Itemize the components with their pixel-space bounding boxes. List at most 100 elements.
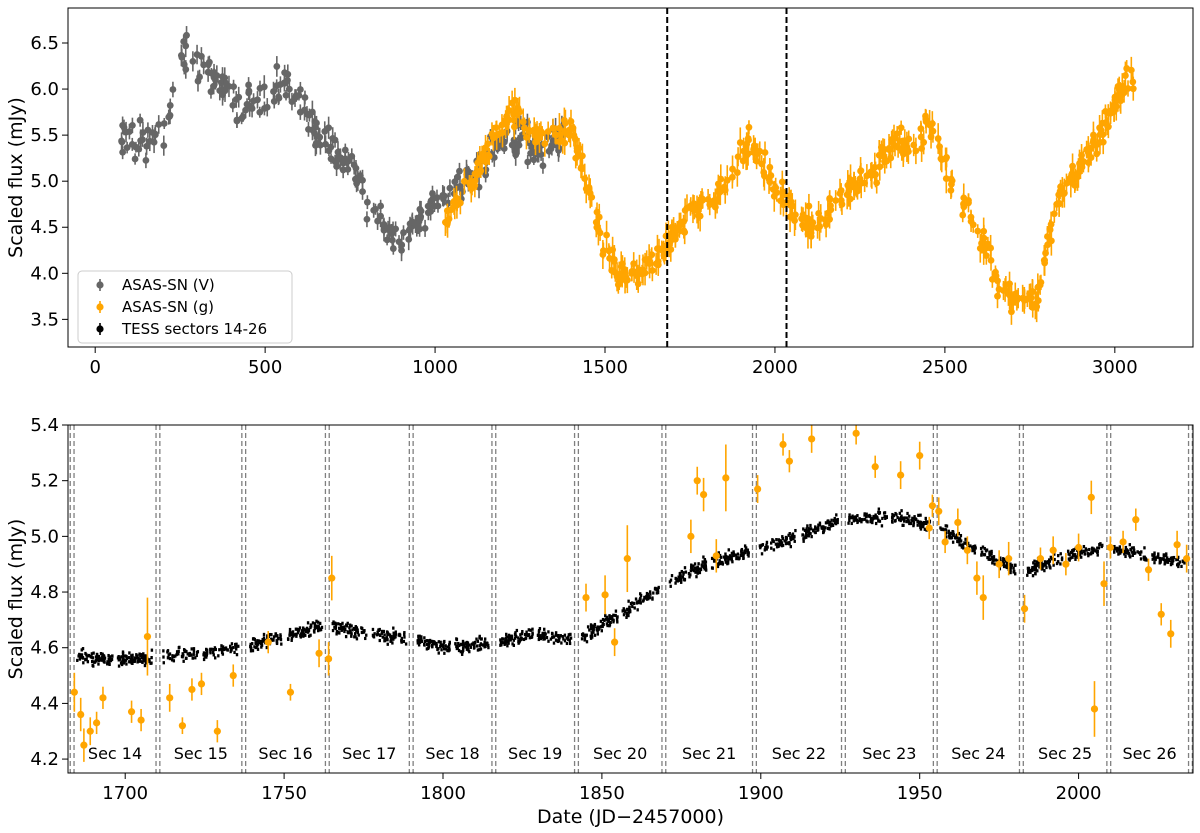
data-point bbox=[101, 652, 104, 656]
data-point bbox=[77, 654, 80, 658]
data-point bbox=[344, 627, 347, 632]
data-point bbox=[142, 652, 145, 656]
bottom-series-asas-sn-g- bbox=[70, 425, 1191, 762]
data-point bbox=[1113, 550, 1116, 554]
data-point bbox=[315, 619, 318, 623]
data-point bbox=[532, 138, 539, 146]
data-point bbox=[487, 643, 490, 648]
data-point bbox=[155, 121, 163, 128]
data-point bbox=[1125, 551, 1129, 555]
data-point bbox=[1122, 72, 1129, 79]
top-axes-frame bbox=[67, 7, 1194, 348]
data-point bbox=[1144, 566, 1153, 574]
data-point bbox=[567, 117, 575, 125]
data-point bbox=[807, 534, 810, 538]
data-point bbox=[233, 650, 236, 654]
data-point bbox=[969, 221, 977, 229]
data-point bbox=[1059, 562, 1062, 566]
data-point bbox=[560, 641, 563, 645]
data-point bbox=[254, 641, 257, 645]
data-point bbox=[760, 552, 764, 556]
sector-label: Sec 24 bbox=[951, 744, 1005, 763]
sector-label: Sec 21 bbox=[682, 744, 736, 763]
data-point bbox=[306, 630, 310, 634]
data-point bbox=[919, 523, 922, 527]
data-point bbox=[470, 642, 474, 646]
data-point bbox=[1175, 558, 1178, 562]
data-point bbox=[801, 533, 805, 537]
data-point bbox=[398, 632, 401, 636]
data-point bbox=[1153, 553, 1156, 557]
data-point bbox=[885, 515, 888, 519]
data-point bbox=[388, 230, 396, 238]
data-point bbox=[1009, 570, 1012, 575]
data-point bbox=[1153, 561, 1156, 565]
sector-label: Sec 15 bbox=[174, 744, 228, 763]
data-point bbox=[655, 587, 658, 592]
data-point bbox=[611, 638, 619, 646]
data-point bbox=[604, 613, 607, 618]
data-point bbox=[607, 619, 610, 623]
top-series-asas-sn-g- bbox=[441, 56, 1137, 325]
data-point bbox=[423, 636, 426, 640]
data-point bbox=[150, 661, 153, 665]
data-point bbox=[991, 561, 994, 565]
data-point bbox=[261, 639, 264, 644]
data-point bbox=[423, 643, 426, 647]
data-point bbox=[568, 641, 572, 646]
data-point bbox=[947, 186, 955, 194]
data-point bbox=[623, 609, 627, 613]
data-point bbox=[473, 640, 477, 644]
data-point bbox=[513, 109, 520, 117]
data-point bbox=[1106, 543, 1114, 552]
data-point bbox=[927, 133, 935, 141]
data-point bbox=[1178, 560, 1182, 564]
data-point bbox=[378, 638, 381, 643]
data-point bbox=[588, 628, 591, 632]
data-point bbox=[648, 251, 656, 259]
data-point bbox=[692, 569, 696, 573]
data-point bbox=[848, 513, 851, 517]
legend-label: ASAS-SN (g) bbox=[122, 298, 214, 316]
data-point bbox=[463, 643, 466, 648]
data-point bbox=[1183, 555, 1191, 563]
data-point bbox=[355, 637, 359, 641]
data-point bbox=[165, 113, 173, 121]
data-point bbox=[809, 523, 812, 528]
data-point bbox=[1096, 546, 1099, 550]
y-tick-label: 6.5 bbox=[30, 33, 59, 54]
data-point bbox=[980, 553, 983, 557]
data-point bbox=[648, 590, 652, 594]
data-point bbox=[328, 574, 336, 582]
data-point bbox=[962, 546, 965, 550]
data-point bbox=[926, 121, 934, 129]
data-point bbox=[1139, 552, 1142, 556]
data-point bbox=[1074, 543, 1083, 552]
x-tick-label: 1800 bbox=[420, 783, 466, 804]
data-point bbox=[856, 514, 859, 518]
data-point bbox=[860, 520, 863, 524]
data-point bbox=[234, 645, 238, 649]
data-point bbox=[872, 514, 875, 519]
data-point bbox=[891, 520, 894, 524]
data-point bbox=[506, 644, 509, 648]
data-point bbox=[895, 513, 898, 517]
data-point bbox=[377, 202, 385, 210]
data-point bbox=[1118, 548, 1121, 552]
data-point bbox=[852, 429, 860, 437]
data-point bbox=[674, 581, 677, 585]
data-point bbox=[554, 633, 557, 637]
data-point bbox=[924, 520, 928, 524]
sector-label: Sec 25 bbox=[1038, 744, 1092, 763]
sector-label: Sec 19 bbox=[508, 744, 562, 763]
data-point bbox=[483, 637, 487, 641]
data-point bbox=[961, 543, 965, 547]
data-point bbox=[688, 575, 691, 579]
data-point bbox=[1006, 280, 1013, 288]
data-point bbox=[86, 660, 90, 664]
data-point bbox=[448, 646, 451, 650]
bottom-axes-frame bbox=[67, 424, 1194, 774]
data-point bbox=[1090, 705, 1099, 713]
data-point bbox=[207, 88, 215, 96]
data-point bbox=[555, 124, 563, 132]
